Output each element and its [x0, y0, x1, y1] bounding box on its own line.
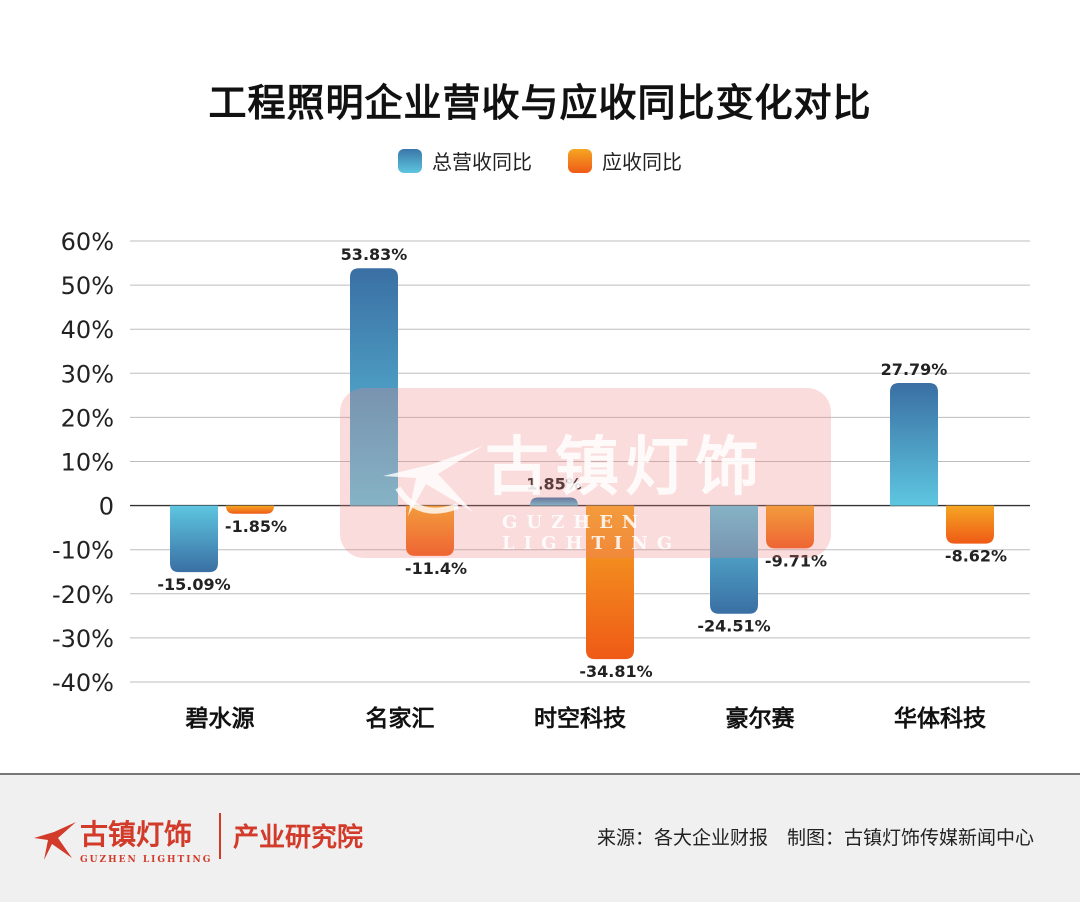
bar-receivable [766, 505, 814, 549]
bar-receivable [226, 505, 274, 514]
y-tick-label: -20% [52, 581, 114, 609]
bar-chart: 60% 50% 40% 30% 20% 10% 0 -10% -20% -30% -40% -15.… [52, 228, 1030, 732]
data-label: -24.51% [697, 617, 770, 636]
bar-revenue [710, 505, 758, 614]
logo-text: 古镇灯饰 [80, 818, 192, 851]
chart-title: 工程照明企业营收与应收同比变化对比 [208, 81, 872, 125]
y-tick-label: 30% [61, 360, 114, 388]
y-tick-label: -10% [52, 537, 114, 565]
y-tick-label: 20% [61, 404, 114, 432]
data-label: 1.85% [526, 474, 582, 493]
x-tick-label: 豪尔赛 [726, 705, 796, 732]
bar-receivable [946, 505, 994, 544]
footer-institute: 产业研究院 [233, 823, 364, 853]
x-tick-label: 名家汇 [366, 705, 435, 732]
bar-receivable [586, 505, 634, 660]
bar-revenue [890, 383, 938, 506]
legend-item-receivable: 应收同比 [568, 146, 682, 175]
footer-divider [219, 813, 221, 859]
watermark: 古镇灯饰 GUZHEN LIGHTING [340, 388, 831, 558]
swoosh-star-icon [383, 446, 483, 516]
footer-source: 来源：各大企业财报 制图：古镇灯饰传媒新闻中心 [596, 827, 1034, 849]
bar-receivable [406, 505, 454, 556]
x-tick-label: 碧水源 [185, 705, 255, 732]
x-tick-label: 华体科技 [894, 705, 987, 732]
bar-revenue [170, 505, 218, 573]
legend-label-revenue: 总营收同比 [432, 150, 532, 174]
y-tick-label: 0 [99, 493, 114, 521]
data-label: -34.81% [579, 662, 652, 681]
y-tick-label: 40% [61, 316, 114, 344]
data-label: -11.4% [405, 559, 467, 578]
chart-legend: 总营收同比 应收同比 [0, 146, 1080, 175]
y-tick-label: -40% [52, 669, 114, 697]
logo-subtext: GUZHEN LIGHTING [80, 855, 212, 865]
watermark-subtext: GUZHEN LIGHTING [502, 512, 682, 554]
y-tick-label: 60% [61, 228, 114, 256]
watermark-text: 古镇灯饰 [485, 430, 765, 505]
data-label: -8.62% [945, 547, 1007, 566]
data-label: 53.83% [341, 245, 408, 264]
brand-logo: 古镇灯饰 GUZHEN LIGHTING [34, 818, 212, 865]
legend-label-receivable: 应收同比 [602, 150, 682, 174]
data-label: -1.85% [225, 517, 287, 536]
bar-revenue [530, 497, 578, 506]
label-layer: -15.09% -1.85% 碧水源 53.83% -11.4% 名家汇 1.85% -34.… [157, 245, 1007, 732]
y-tick-label: 10% [61, 449, 114, 477]
legend-swatch-receivable [568, 148, 592, 173]
bar-revenue [350, 268, 398, 506]
data-label: -9.71% [765, 551, 827, 570]
x-tick-label: 时空科技 [534, 705, 627, 732]
footer: 古镇灯饰 GUZHEN LIGHTING 产业研究院 来源：各大企业财报 制图：… [0, 773, 1080, 902]
data-label: 27.79% [881, 360, 948, 379]
y-tick-label: 50% [61, 272, 114, 300]
bar-layer [170, 268, 994, 660]
y-tick-label: -30% [52, 625, 114, 653]
grid-layer: 60% 50% 40% 30% 20% 10% 0 -10% -20% -30% -40% [52, 228, 1030, 697]
swoosh-star-icon [34, 822, 76, 860]
data-label: -15.09% [157, 575, 230, 594]
legend-swatch-revenue [398, 148, 422, 173]
legend-item-revenue: 总营收同比 [398, 146, 532, 175]
